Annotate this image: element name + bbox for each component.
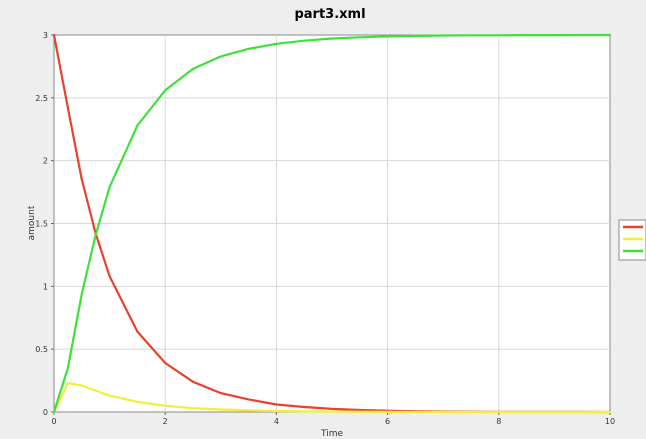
legend — [618, 219, 646, 261]
y-tick-label: 2 — [43, 157, 48, 166]
axes: 0 2 4 6 8 10 0 0.5 1 1.5 2 2.5 3 — [35, 31, 615, 426]
y-tick-label: 2.5 — [35, 94, 48, 103]
chart-title: part3.xml — [294, 7, 365, 22]
y-tick-label: 0 — [43, 408, 48, 417]
x-tick-label: 6 — [385, 417, 390, 426]
y-tick-label: 0.5 — [35, 345, 48, 354]
x-tick-label: 2 — [163, 417, 168, 426]
x-tick-label: 0 — [51, 417, 56, 426]
y-tick-label: 1 — [43, 282, 48, 291]
x-axis-label: Time — [320, 429, 343, 439]
grid — [54, 35, 610, 412]
series-line-3 — [52, 33, 612, 414]
x-tick-label: 10 — [605, 417, 615, 426]
x-tick-label: 4 — [274, 417, 279, 426]
y-tick-label: 1.5 — [35, 220, 48, 229]
x-tick-label: 8 — [496, 417, 501, 426]
series-lines — [52, 33, 612, 414]
y-tick-label: 3 — [43, 31, 48, 40]
y-axis-label: amount — [27, 205, 37, 240]
series-line-2 — [52, 382, 612, 414]
